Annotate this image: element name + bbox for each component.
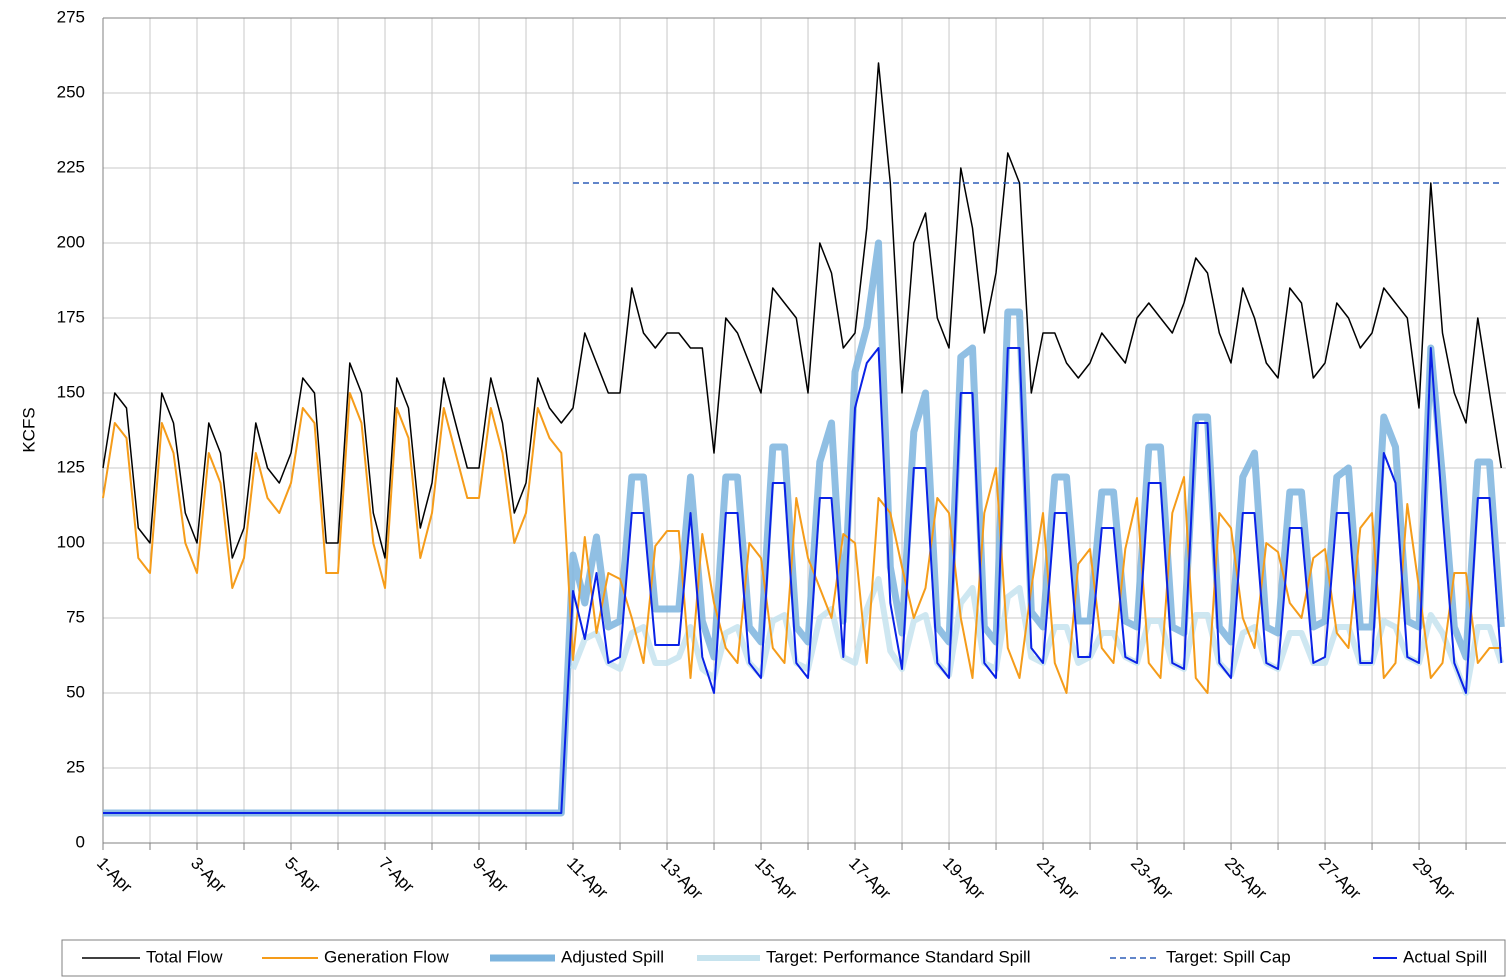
x-tick-label: 9-Apr: [469, 854, 512, 897]
x-tick-label: 11-Apr: [563, 854, 612, 903]
x-tick-label: 1-Apr: [93, 854, 136, 897]
series-line: [102, 392, 1502, 694]
x-tick-label: 19-Apr: [939, 854, 989, 904]
legend-label: Actual Spill: [1403, 947, 1487, 966]
legend-label: Adjusted Spill: [561, 947, 664, 966]
y-tick-label: 75: [66, 607, 85, 626]
x-tick-label: 21-Apr: [1033, 854, 1083, 904]
y-tick-label: 50: [66, 682, 85, 701]
y-tick-label: 175: [57, 307, 85, 326]
legend-label: Generation Flow: [324, 947, 449, 966]
x-tick-label: 5-Apr: [281, 854, 324, 897]
series-line: [103, 347, 1503, 814]
series-line: [570, 576, 1505, 696]
x-tick-label: 13-Apr: [657, 854, 707, 904]
x-tick-label: 17-Apr: [845, 854, 895, 904]
x-tick-label: 3-Apr: [187, 854, 230, 897]
y-tick-label: 125: [57, 457, 85, 476]
y-tick-label: 0: [76, 832, 85, 851]
y-tick-label: 250: [57, 82, 85, 101]
legend-label: Total Flow: [146, 947, 223, 966]
x-tick-label: 7-Apr: [375, 854, 418, 897]
y-tick-label: 225: [57, 157, 85, 176]
legend-label: Target: Spill Cap: [1166, 947, 1291, 966]
legend-label: Target: Performance Standard Spill: [766, 947, 1031, 966]
x-tick-label: 29-Apr: [1409, 854, 1459, 904]
x-tick-label: 23-Apr: [1127, 854, 1177, 904]
x-tick-label: 27-Apr: [1315, 854, 1365, 904]
legend-box: [61, 939, 1506, 977]
x-tick-label: 15-Apr: [751, 854, 801, 904]
y-tick-label: 150: [57, 382, 85, 401]
series-line: [102, 62, 1503, 559]
y-tick-label: 200: [57, 232, 85, 251]
y-tick-label: 25: [66, 757, 85, 776]
y-tick-label: 100: [57, 532, 85, 551]
x-tick-label: 25-Apr: [1221, 854, 1271, 904]
y-tick-label: 275: [57, 7, 85, 26]
y-axis-label: KCFS: [19, 407, 38, 452]
